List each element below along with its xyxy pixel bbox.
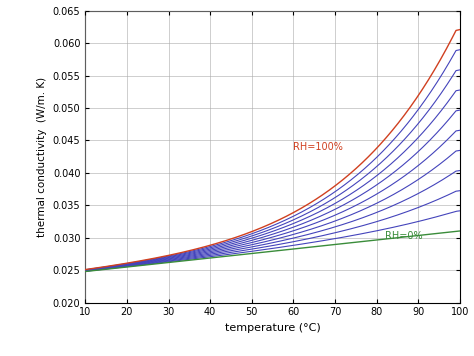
Text: RH=100%: RH=100% (293, 142, 343, 152)
Y-axis label: thermal conductivity  (W/m. K): thermal conductivity (W/m. K) (37, 77, 47, 237)
Text: RH=0%: RH=0% (385, 231, 422, 241)
X-axis label: temperature (°C): temperature (°C) (225, 323, 320, 333)
